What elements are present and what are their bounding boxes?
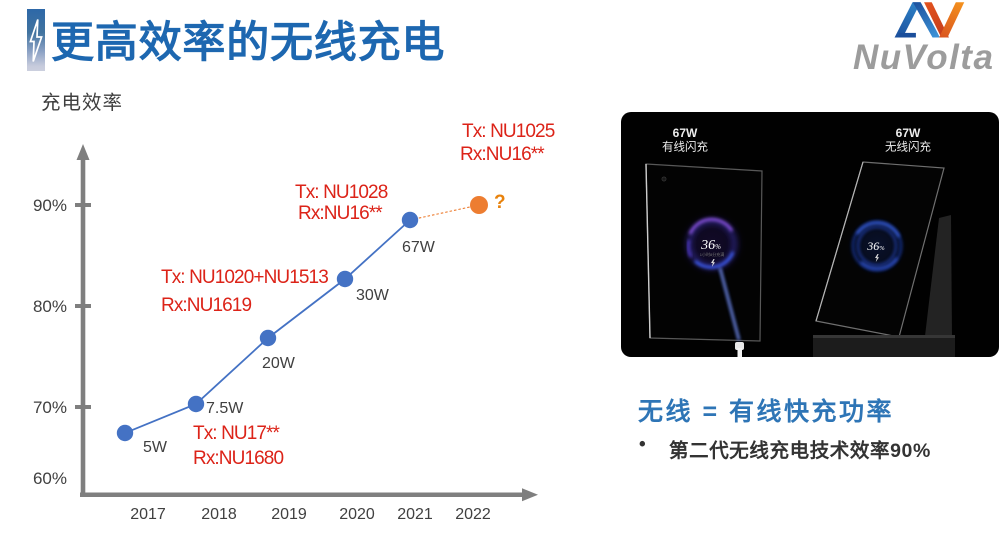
svg-text:5W: 5W — [143, 439, 168, 456]
svg-text:有线闪充: 有线闪充 — [662, 140, 708, 154]
svg-text:67W: 67W — [673, 126, 698, 140]
svg-text:2019: 2019 — [271, 506, 307, 523]
svg-text:80%: 80% — [33, 297, 67, 316]
svg-text:2020: 2020 — [339, 506, 375, 523]
svg-text:2017: 2017 — [130, 506, 166, 523]
svg-text:无线闪充: 无线闪充 — [885, 140, 931, 154]
svg-text:Tx: NU17**: Tx: NU17** — [193, 423, 281, 444]
svg-text:7.5W: 7.5W — [206, 400, 244, 417]
svg-text:60%: 60% — [33, 469, 67, 488]
svg-text:Rx:NU16**: Rx:NU16** — [460, 144, 545, 165]
svg-text:?: ? — [494, 192, 506, 213]
svg-text:2018: 2018 — [201, 506, 237, 523]
svg-text:30W: 30W — [356, 287, 390, 304]
svg-text:2022: 2022 — [455, 506, 491, 523]
svg-text:2021: 2021 — [397, 506, 433, 523]
svg-text:NuVolta: NuVolta — [853, 38, 994, 75]
svg-text:充电效率: 充电效率 — [41, 92, 123, 114]
svg-text:Tx: NU1025: Tx: NU1025 — [462, 121, 555, 142]
svg-text:67W: 67W — [896, 126, 921, 140]
svg-text:Rx:NU16**: Rx:NU16** — [298, 203, 383, 224]
svg-text:Tx: NU1028: Tx: NU1028 — [295, 182, 388, 203]
svg-text:Rx:NU1619: Rx:NU1619 — [161, 295, 251, 316]
svg-text:Tx: NU1020+NU1513: Tx: NU1020+NU1513 — [161, 267, 328, 288]
svg-text:67W: 67W — [402, 239, 436, 256]
svg-text:1小时8分充满: 1小时8分充满 — [700, 251, 724, 257]
svg-text:90%: 90% — [33, 196, 67, 215]
svg-text:70%: 70% — [33, 398, 67, 417]
svg-text:20W: 20W — [262, 355, 296, 372]
svg-text:Rx:NU1680: Rx:NU1680 — [193, 448, 283, 469]
